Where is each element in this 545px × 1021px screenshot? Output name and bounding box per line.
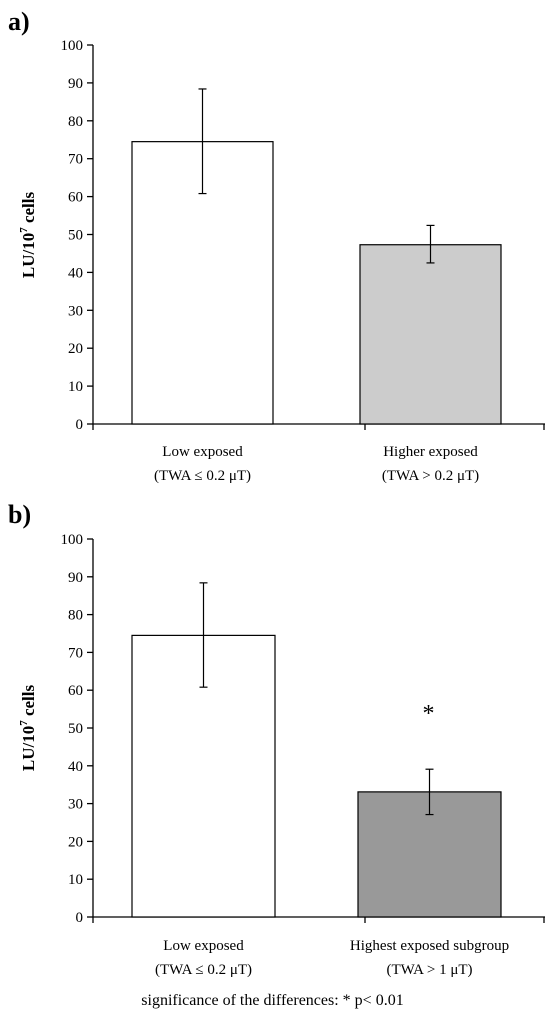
y-tick-label: 100: [61, 532, 84, 548]
x-category-sublabel: (TWA ≤ 0.2 μT): [155, 962, 252, 978]
y-tick-label: 10: [68, 379, 83, 395]
x-category-label: Low exposed: [163, 938, 244, 954]
y-axis-label: LU/107 cells: [18, 191, 38, 278]
panel-label: a): [8, 7, 30, 36]
chart-panel-b: b) LU/107 cells 0 10 20 30 40 50 60 70 80 90 100 Low …: [8, 500, 545, 978]
x-category-sublabel: (TWA > 1 μT): [386, 962, 472, 978]
bar: [359, 244, 502, 425]
footnote: significance of the differences: * p< 0.…: [141, 992, 404, 1009]
y-axis-label: LU/107 cells: [18, 684, 38, 771]
y-tick-label: 90: [68, 76, 83, 92]
y-tick-label: 0: [76, 417, 84, 433]
y-tick-label: 70: [68, 645, 83, 661]
y-tick-label: 20: [68, 341, 83, 357]
y-tick-label: 40: [68, 759, 83, 775]
x-category-sublabel: (TWA ≤ 0.2 μT): [154, 468, 251, 484]
x-category-sublabel: (TWA > 0.2 μT): [382, 468, 479, 484]
y-tick-label: 50: [68, 721, 83, 737]
y-tick-label: 90: [68, 570, 83, 586]
significance-marker: *: [423, 701, 435, 727]
x-category-label: Low exposed: [162, 444, 243, 460]
y-tick-label: 60: [68, 683, 83, 699]
x-category-label: Highest exposed subgroup: [350, 938, 509, 954]
y-tick-label: 10: [68, 872, 83, 888]
y-axis-label-tail: cells: [19, 684, 38, 720]
y-axis-label-base: LU/10: [19, 233, 38, 278]
y-tick-label: 80: [68, 608, 83, 624]
x-category-label: Higher exposed: [383, 444, 478, 460]
chart-panel-a: a) LU/107 cells 0 10 20 30 40 50 60 70 80 90 100 Low …: [8, 7, 545, 484]
y-tick-label: 60: [68, 190, 83, 206]
y-tick-label: 30: [68, 797, 83, 813]
y-axis-label-base: LU/10: [19, 726, 38, 771]
y-axis-label-superscript: 7: [18, 720, 30, 726]
y-tick-label: 80: [68, 114, 83, 130]
y-tick-label: 30: [68, 303, 83, 319]
y-axis-label-superscript: 7: [18, 227, 30, 233]
y-tick-label: 20: [68, 834, 83, 850]
y-tick-label: 70: [68, 152, 83, 168]
y-tick-label: 50: [68, 228, 83, 244]
panel-label: b): [8, 500, 31, 529]
y-tick-label: 100: [61, 38, 84, 54]
y-tick-label: 40: [68, 265, 83, 281]
y-axis-label-tail: cells: [19, 191, 38, 227]
y-tick-label: 0: [76, 910, 84, 926]
